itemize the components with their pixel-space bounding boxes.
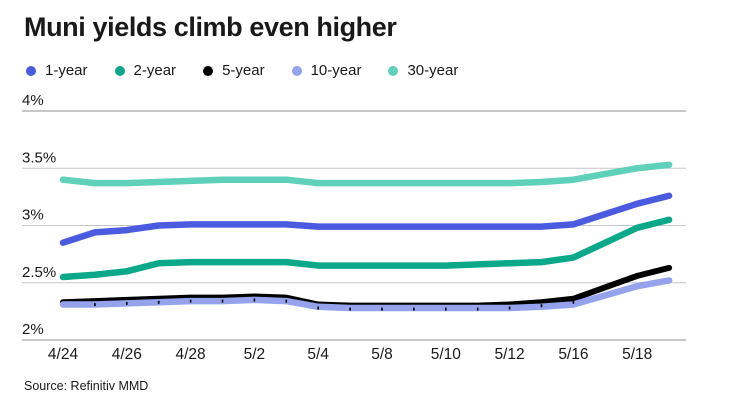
chart-title: Muni yields climb even higher xyxy=(24,12,397,42)
legend-item-label: 10-year xyxy=(310,62,362,79)
legend-item-label: 1-year xyxy=(45,62,88,79)
legend-item-30-year: 30-year xyxy=(388,62,458,79)
source-note: Source: Refinitiv MMD xyxy=(24,379,149,393)
y-axis-label: 4% xyxy=(22,92,44,109)
series-line-10-year xyxy=(59,277,673,312)
series-line-2-year xyxy=(59,216,673,281)
y-axis-label: 3% xyxy=(22,207,44,224)
legend-item-2-year: 2-year xyxy=(114,62,177,79)
legend-dot-icon xyxy=(203,65,214,76)
y-axis-label: 2% xyxy=(22,321,44,338)
x-axis-label: 5/10 xyxy=(431,346,462,363)
x-axis-label: 5/2 xyxy=(244,346,266,363)
y-axis-label: 2.5% xyxy=(22,264,56,281)
legend-dot-icon xyxy=(26,65,36,76)
legend-item-label: 5-year xyxy=(222,62,265,79)
legend-item-label: 30-year xyxy=(407,62,459,79)
x-axis-label: 4/26 xyxy=(112,346,142,363)
x-axis-label: 5/18 xyxy=(622,346,652,363)
legend-item-label: 2-year xyxy=(133,62,177,79)
series-line-30-year xyxy=(59,161,673,187)
y-axis-label: 3.5% xyxy=(22,149,56,166)
series-line-1-year xyxy=(59,192,673,246)
x-axis-label: 5/8 xyxy=(371,346,393,363)
legend-item-1-year: 1-year xyxy=(26,62,88,79)
x-axis-label: 4/28 xyxy=(176,346,206,363)
x-axis-label: 5/4 xyxy=(307,346,329,363)
legend-dot-icon xyxy=(291,65,302,76)
legend-item-10-year: 10-year xyxy=(291,62,362,79)
legend-dot-icon xyxy=(114,65,125,76)
x-axis-label: 5/12 xyxy=(495,346,525,363)
legend-item-5-year: 5-year xyxy=(203,62,265,79)
x-axis-label: 4/24 xyxy=(48,346,79,363)
x-axis-label: 5/16 xyxy=(558,346,588,363)
legend-dot-icon xyxy=(388,65,399,76)
legend: 1-year 2-year 5-year 10-year 30-year xyxy=(26,62,458,79)
